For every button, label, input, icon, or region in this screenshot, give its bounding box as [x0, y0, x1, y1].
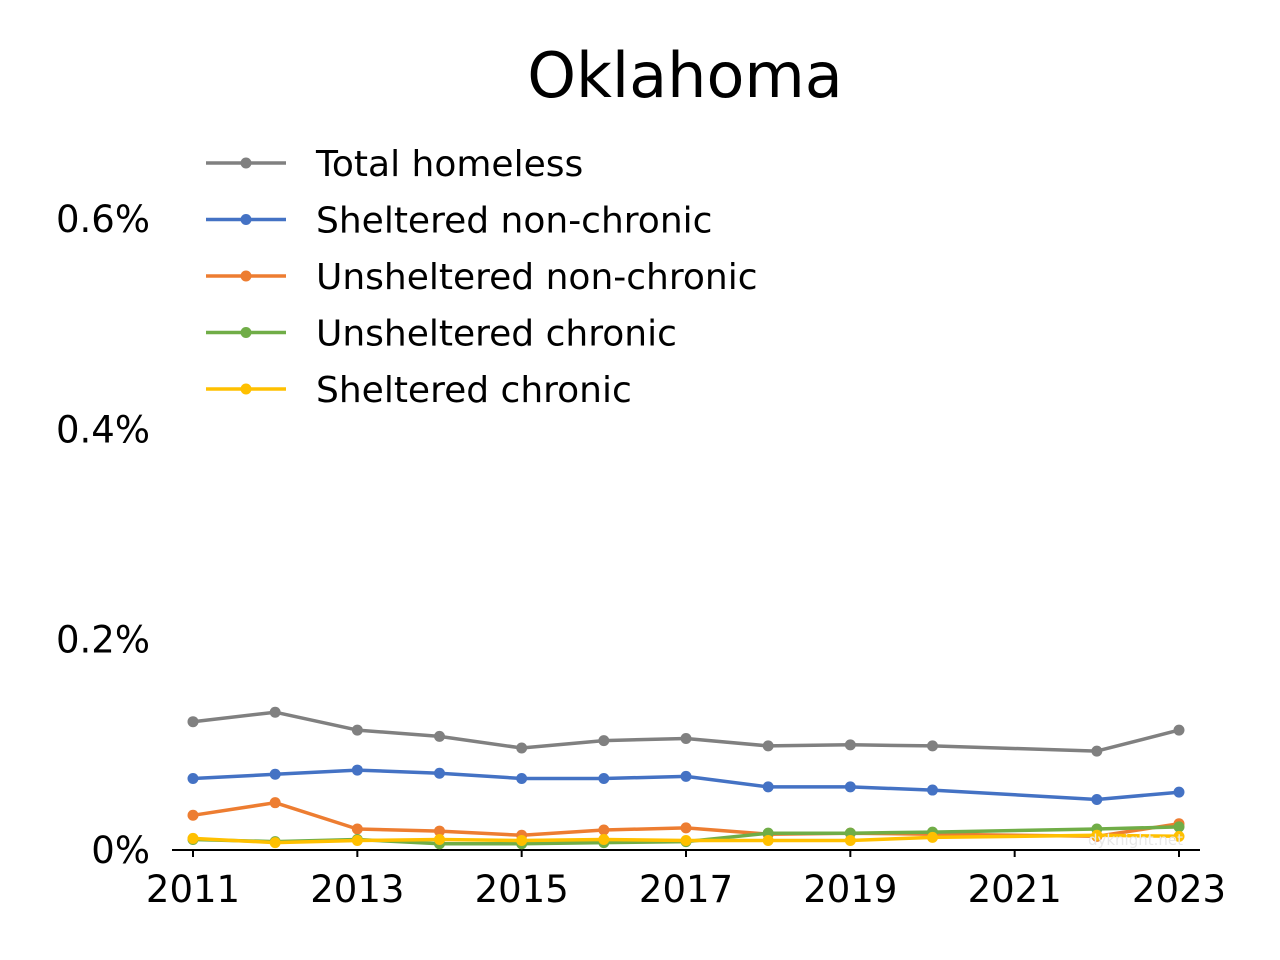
data-point [434, 825, 445, 837]
legend-label: Unsheltered non-chronic [316, 257, 758, 298]
y-tick-label: 0% [91, 829, 150, 872]
data-point [1091, 794, 1103, 806]
series-total-homeless [187, 706, 1185, 757]
legend-marker [240, 383, 252, 395]
data-point [598, 824, 610, 836]
x-axis: 2011 2013 2015 2017 2019 2021 2023 [146, 849, 1226, 911]
data-point [762, 835, 774, 847]
x-tick-label: 2021 [968, 868, 1062, 911]
legend-marker [240, 214, 252, 225]
data-point [351, 724, 363, 736]
data-point [1173, 830, 1185, 842]
data-point [762, 740, 774, 752]
x-tick-label: 2019 [803, 868, 897, 911]
series-sheltered-chronic [187, 829, 1185, 849]
data-point [434, 730, 445, 742]
legend-item: Unsheltered non-chronic [206, 257, 758, 298]
legend-marker [240, 327, 252, 338]
data-point [680, 733, 692, 745]
data-point [844, 781, 856, 793]
data-point [1173, 786, 1185, 798]
x-tick-label: 2017 [639, 868, 733, 911]
watermark: dyknight.net [1088, 831, 1183, 849]
data-point [927, 740, 938, 752]
x-tick-label: 2015 [475, 868, 569, 911]
y-tick-label: 0.4% [56, 408, 150, 451]
x-tick-label: 2013 [310, 868, 404, 911]
legend-label: Sheltered chronic [316, 370, 632, 411]
data-point [351, 823, 363, 835]
series-sheltered-non-chronic [187, 764, 1185, 806]
legend-marker [240, 157, 252, 169]
legend-label: Unsheltered chronic [316, 314, 677, 355]
series-line [192, 768, 1180, 802]
legend-item: Sheltered non-chronic [206, 201, 712, 242]
series-line [192, 833, 1180, 845]
data-point [434, 833, 445, 845]
data-point [1091, 829, 1103, 841]
data-point [598, 735, 610, 747]
data-point [1173, 821, 1185, 833]
data-point [1173, 724, 1185, 736]
legend-item: Sheltered chronic [206, 370, 632, 411]
legend-marker [240, 270, 252, 282]
data-point [187, 772, 199, 784]
series-line [192, 710, 1180, 753]
data-point [434, 767, 445, 779]
data-point [844, 835, 856, 847]
series-line [192, 800, 1180, 839]
data-point [598, 833, 610, 845]
data-point [762, 781, 774, 793]
legend-label: Total homeless [315, 144, 583, 185]
data-point [516, 742, 528, 754]
legend: Total homeless Sheltered non-chronic Unshe… [206, 144, 758, 411]
y-tick-label: 0.2% [56, 619, 150, 662]
legend-label: Sheltered non-chronic [316, 201, 712, 242]
data-point [351, 835, 363, 847]
data-point [516, 835, 528, 847]
data-point [680, 835, 692, 847]
data-point [269, 768, 281, 780]
data-point [351, 764, 363, 776]
data-point [598, 772, 610, 784]
data-point [927, 831, 938, 843]
x-tick-label: 2011 [146, 868, 240, 911]
data-point [187, 832, 199, 844]
y-tick-label: 0.6% [56, 198, 150, 241]
series-layer [187, 706, 1185, 850]
data-point [1091, 745, 1103, 757]
data-point [927, 784, 938, 796]
data-point [516, 772, 528, 784]
x-tick-label: 2023 [1132, 868, 1226, 911]
data-point [680, 822, 692, 834]
data-point [187, 809, 199, 821]
data-point [187, 716, 199, 728]
data-point [269, 837, 281, 849]
chart-title: Oklahoma [527, 39, 843, 112]
legend-item: Unsheltered chronic [206, 314, 677, 355]
legend-item: Total homeless [206, 144, 583, 185]
data-point [269, 797, 281, 809]
data-point [844, 739, 856, 751]
data-point [680, 770, 692, 782]
data-point [269, 706, 281, 718]
y-axis-ticks: 0% 0.2% 0.4% 0.6% [56, 198, 150, 872]
